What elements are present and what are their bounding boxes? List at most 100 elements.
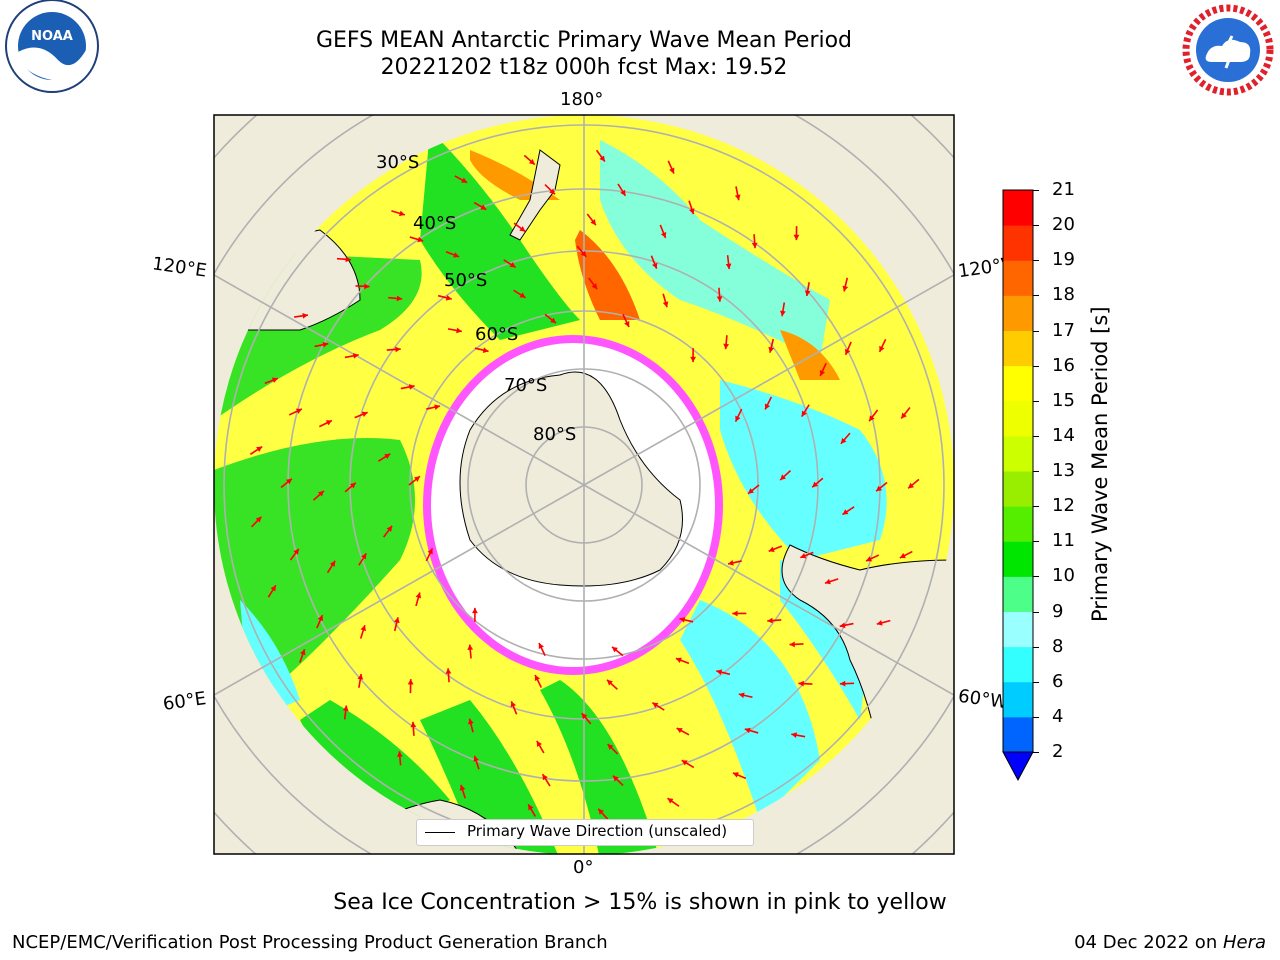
- wave-arrow-head: [876, 619, 883, 626]
- wave-arrow-head: [812, 481, 819, 488]
- wave-arrow-head: [509, 262, 516, 268]
- wave-arrow-head: [798, 680, 804, 687]
- footer-machine: Hera: [1222, 932, 1266, 953]
- colorbar-segment: [1003, 716, 1033, 753]
- wave-arrow-head: [800, 553, 807, 559]
- wave-arrow-head: [318, 490, 324, 497]
- colorbar-tick-label: 11: [1052, 530, 1075, 552]
- wave-arrow-head: [417, 236, 424, 243]
- wave-arrow-head: [801, 410, 807, 417]
- wave-arrow-head: [329, 560, 336, 567]
- wave-arrow-head: [384, 453, 391, 460]
- colorbar-tick-mark: [1033, 541, 1039, 543]
- wave-arrow-head: [542, 774, 548, 781]
- colorbar-tick-mark: [1033, 260, 1039, 262]
- colorbar-tick-mark: [1033, 471, 1039, 472]
- wave-arrow-head: [519, 226, 526, 232]
- colorbar-tick-label: 18: [1052, 284, 1075, 306]
- colorbar-segment: [1003, 190, 1033, 226]
- wave-arrow-head: [342, 705, 349, 712]
- wave-arrow-head: [445, 668, 452, 674]
- wave-arrow-head: [581, 713, 588, 720]
- colorbar-segment: [1003, 295, 1033, 331]
- wave-arrow-head: [751, 242, 758, 249]
- wave-arrow-head: [360, 625, 367, 632]
- wave-arrow-head: [480, 204, 487, 210]
- wave-arrow-head: [300, 649, 306, 656]
- colorbar-tick-label: 17: [1052, 319, 1075, 341]
- wave-direction-arrows: [249, 149, 920, 820]
- colorbar-segment: [1003, 541, 1033, 577]
- colorbar-tick-mark: [1033, 330, 1039, 332]
- colorbar-tick-mark: [1033, 506, 1039, 508]
- wave-arrow-head: [591, 283, 598, 290]
- map-legend: Primary Wave Direction (unscaled): [416, 819, 754, 846]
- wave-arrow-head: [652, 702, 659, 708]
- wave-arrow-head: [536, 740, 542, 747]
- wave-arrow-head: [869, 415, 875, 422]
- wave-arrow-head: [725, 263, 732, 270]
- wave-arrow-head: [675, 657, 682, 663]
- wave-arrow-head: [590, 219, 596, 226]
- antarctica-land: [459, 371, 683, 587]
- wave-arrow-head: [270, 585, 276, 592]
- wave-arrow-head: [352, 353, 359, 359]
- lat-label-40s: 40°S: [413, 213, 457, 234]
- wave-arrow-head: [780, 310, 786, 317]
- wave-arrow-head: [364, 283, 370, 290]
- colorbar-tick-label: 2: [1052, 741, 1064, 762]
- wave-arrow-head: [434, 404, 440, 410]
- wave-arrow-head: [866, 556, 873, 562]
- wave-arrow-head: [728, 560, 734, 566]
- wave-arrow-head: [550, 317, 556, 324]
- lon-label-bottom: 0°: [573, 857, 594, 878]
- wave-arrow-head: [767, 617, 773, 624]
- wave-arrow-head: [804, 290, 811, 297]
- wave-arrow-head: [667, 798, 674, 804]
- wave-arrow-head: [716, 669, 723, 675]
- wave-arrow-head: [398, 210, 405, 217]
- wave-arrow-head: [468, 718, 474, 725]
- footer-left: NCEP/EMC/Verification Post Processing Pr…: [12, 932, 608, 953]
- wave-arrow-head: [534, 675, 541, 682]
- wave-arrow-head: [842, 509, 849, 515]
- wave-arrow-head: [899, 552, 906, 559]
- wave-arrow-head: [607, 679, 613, 686]
- colorbar-label: Primary Wave Mean Period [s]: [1088, 306, 1112, 622]
- wave-arrow-head: [256, 446, 263, 452]
- wave-arrow-head: [679, 617, 686, 623]
- colorbar-tick-mark: [1033, 681, 1039, 683]
- colorbar-tick-label: 14: [1052, 424, 1075, 446]
- colorbar-tick-mark: [1033, 611, 1039, 613]
- wave-arrow-head: [735, 415, 741, 422]
- lat-label-50s: 50°S: [444, 270, 488, 291]
- colorbar-tick-label: 6: [1052, 670, 1064, 692]
- wave-arrow-head: [427, 548, 433, 555]
- wave-arrow-head: [723, 343, 729, 350]
- wave-arrow-head: [349, 482, 356, 489]
- wave-arrow-head: [901, 412, 907, 419]
- wave-arrow-head: [840, 680, 846, 687]
- lat-label-80s: 80°S: [533, 424, 577, 445]
- wave-arrow-head: [386, 525, 393, 532]
- colorbar-tick-mark: [1033, 365, 1039, 367]
- wave-arrow-head: [845, 348, 851, 355]
- wave-arrow-head: [396, 295, 403, 302]
- wave-arrow-head: [734, 194, 741, 201]
- wave-arrow-head: [345, 256, 351, 263]
- sea-ice-note: Sea Ice Concentration > 15% is shown in …: [333, 890, 947, 915]
- colorbar-segment: [1003, 506, 1033, 542]
- wave-arrow-head: [361, 553, 367, 560]
- colorbar-segment: [1003, 681, 1033, 718]
- wave-arrow-head: [598, 808, 604, 815]
- wave-arrow-head: [716, 296, 723, 302]
- wave-arrow-head: [662, 301, 669, 308]
- wave-arrow-head: [325, 420, 332, 426]
- wave-arrow-head: [624, 321, 630, 328]
- colorbar-extend-arrow: [1002, 751, 1034, 782]
- colorbar-tick-mark: [1033, 716, 1039, 718]
- colorbar-segment: [1003, 400, 1033, 437]
- colorbar-tick-mark: [1033, 400, 1039, 402]
- colorbar-tick-mark: [1033, 646, 1039, 648]
